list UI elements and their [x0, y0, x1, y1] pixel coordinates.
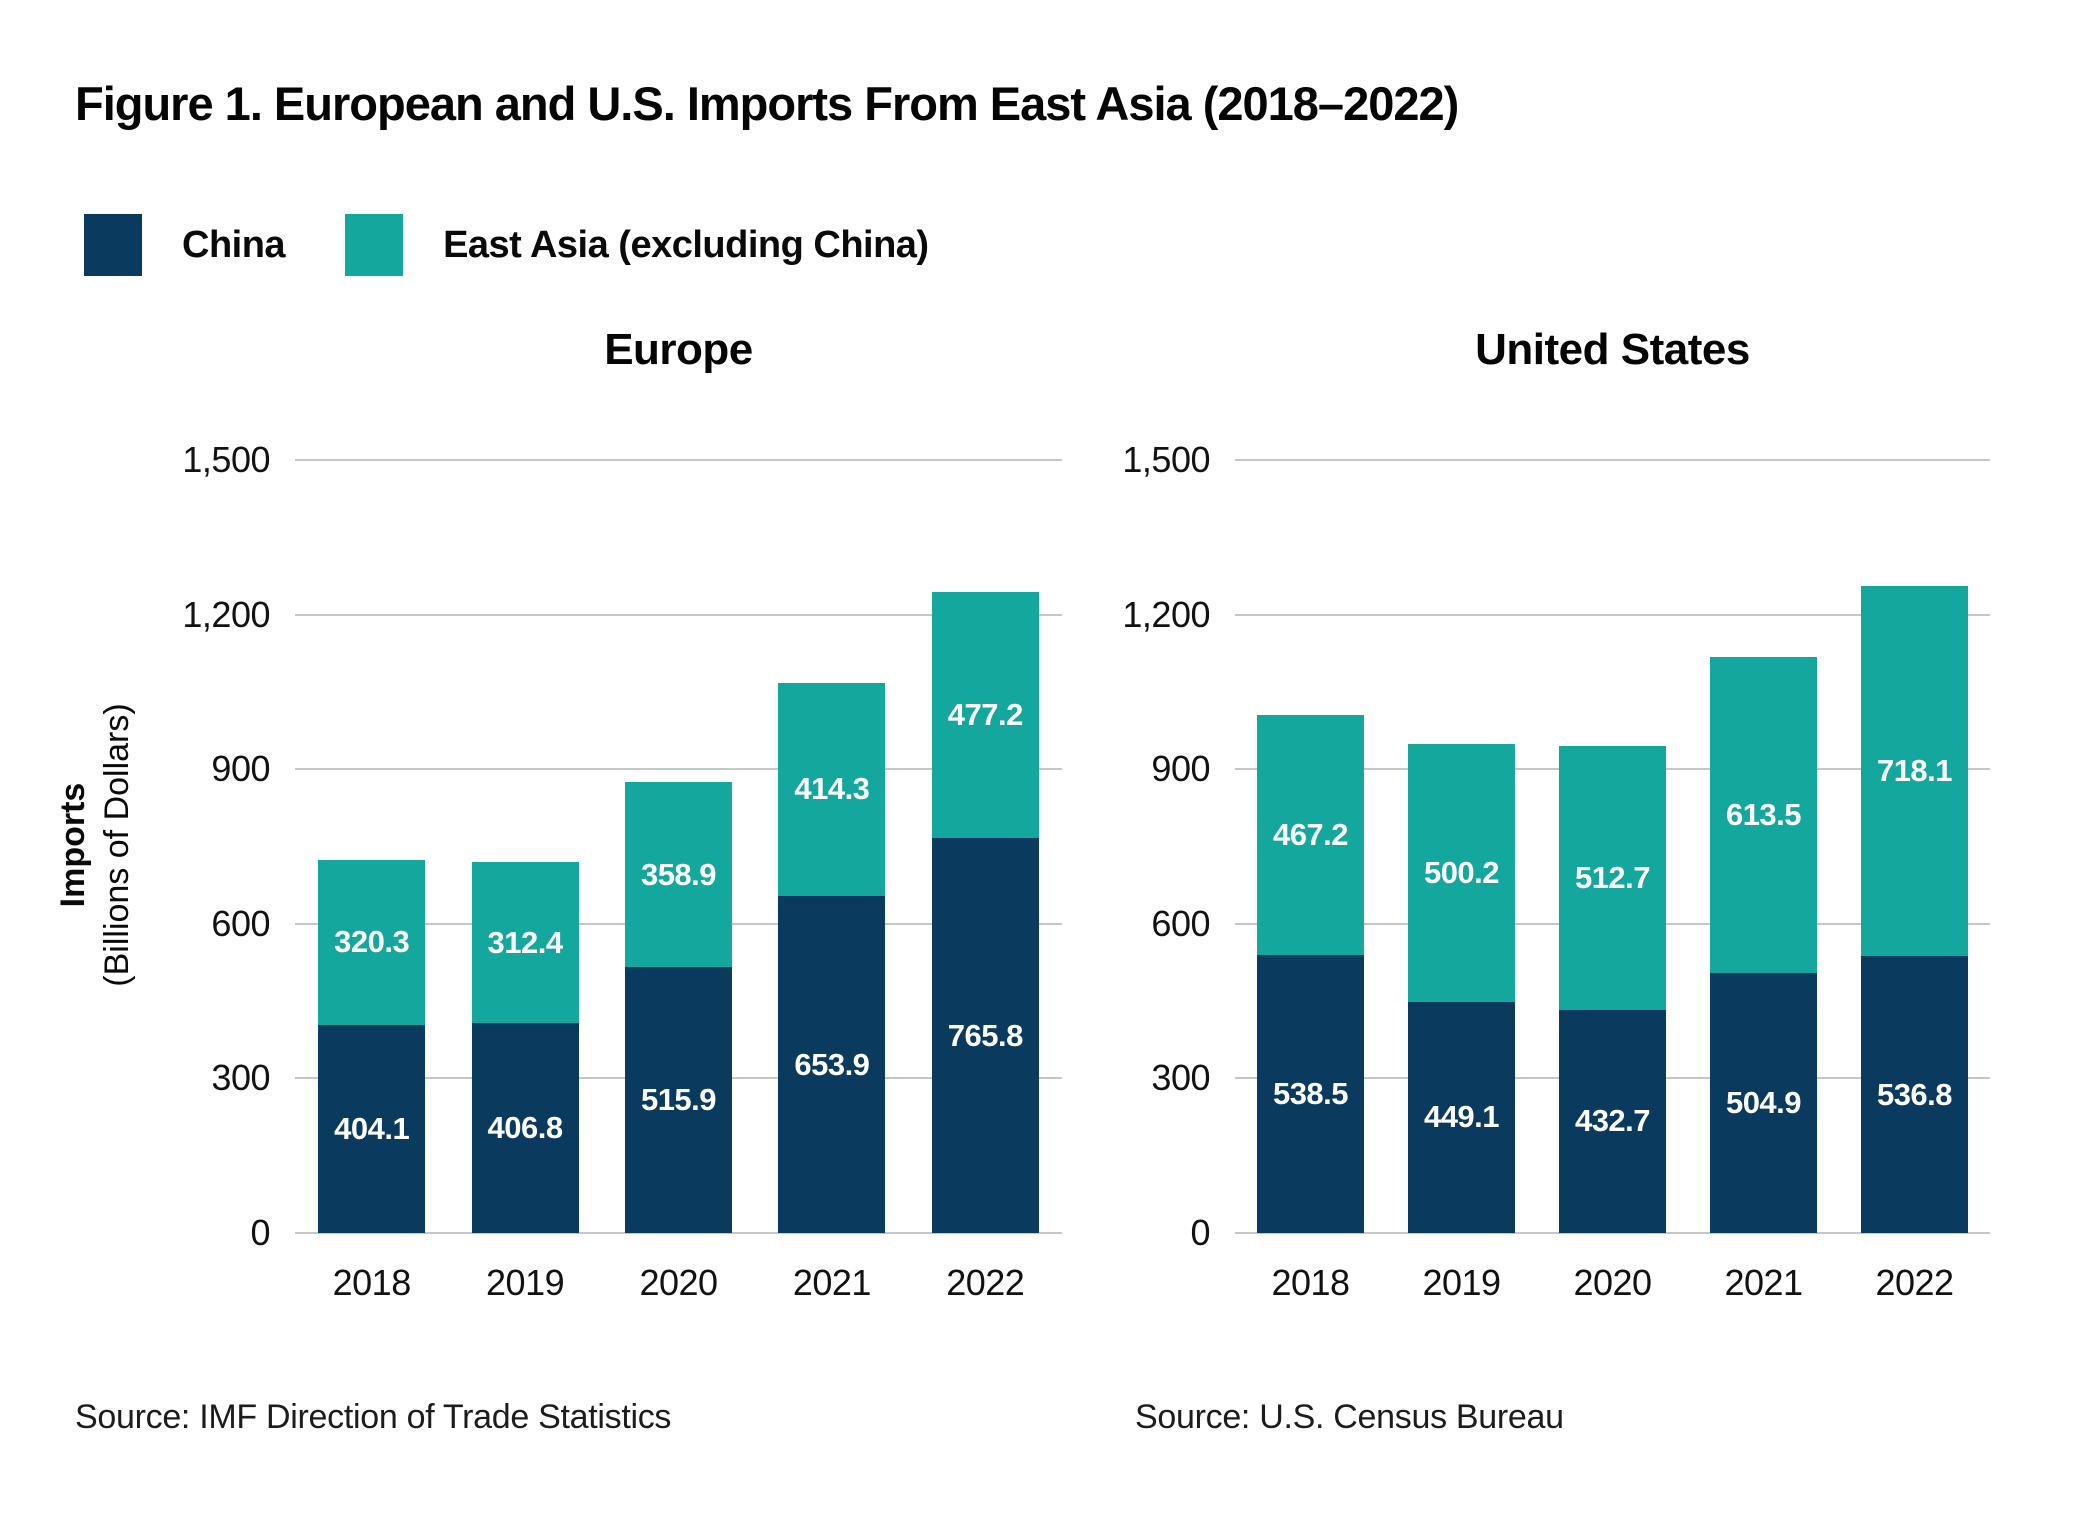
value-label-east_asia-2020: 512.7 [1574, 859, 1651, 895]
x-tick-label-2021: 2021 [792, 1262, 872, 1303]
gridline-1500 [295, 459, 1062, 461]
x-tick-label-2022: 2022 [1875, 1262, 1954, 1303]
y-tick-label-0: 0 [1190, 1212, 1210, 1253]
legend-swatch-east-asia [345, 214, 404, 276]
chart-title-europe: Europe [604, 325, 753, 374]
bar-segment-china-2020: 515.9 [625, 967, 732, 1233]
x-tick-label-2018: 2018 [332, 1262, 412, 1303]
value-label-east_asia-2022: 718.1 [1876, 753, 1953, 789]
x-tick-label-2019: 2019 [486, 1262, 565, 1303]
value-label-china-2020: 432.7 [1574, 1103, 1651, 1139]
value-label-east_asia-2022: 477.2 [947, 697, 1024, 733]
bar-segment-east_asia-2022: 718.1 [1861, 586, 1968, 957]
gridline-0 [295, 1232, 1062, 1234]
bar-segment-china-2020: 432.7 [1559, 1010, 1666, 1233]
value-label-china-2019: 449.1 [1423, 1099, 1500, 1135]
value-label-china-2018: 538.5 [1272, 1076, 1349, 1112]
bar-segment-east_asia-2021: 414.3 [778, 682, 886, 897]
plot-area-europe: 0 300 600 900 1,200 1,500 404.1 320.3 2018 406.8 3… [182, 439, 1062, 1303]
bar-segment-east_asia-2018: 320.3 [318, 859, 426, 1025]
value-label-east_asia-2019: 500.2 [1423, 854, 1500, 890]
legend-label-china: China [182, 223, 286, 266]
bar-segment-east_asia-2020: 512.7 [1559, 745, 1666, 1010]
value-label-east_asia-2021: 414.3 [794, 771, 870, 807]
value-label-china-2018: 404.1 [334, 1110, 410, 1146]
bar-segment-china-2018: 538.5 [1257, 955, 1364, 1233]
value-label-east_asia-2019: 312.4 [487, 924, 564, 960]
y-tick-label-1500: 1,500 [1122, 439, 1210, 480]
bar-segment-china-2022: 536.8 [1861, 956, 1968, 1233]
x-tick-label-2018: 2018 [1271, 1262, 1350, 1303]
x-tick-label-2021: 2021 [1724, 1262, 1803, 1303]
y-tick-label-900: 900 [211, 748, 270, 790]
value-label-east_asia-2018: 320.3 [334, 924, 410, 960]
y-tick-label-1200: 1,200 [182, 593, 270, 635]
bar-segment-east_asia-2018: 467.2 [1257, 714, 1364, 956]
y-tick-label-0: 0 [250, 1212, 270, 1253]
x-tick-label-2022: 2022 [946, 1262, 1025, 1303]
bar-segment-east_asia-2021: 613.5 [1710, 656, 1817, 973]
legend-item-china: China [84, 214, 286, 276]
bar-segment-east_asia-2022: 477.2 [931, 592, 1039, 839]
bar-segment-china-2021: 653.9 [778, 896, 886, 1233]
y-axis-label: Imports (Billions of Dollars) [51, 703, 139, 986]
bar-segment-china-2021: 504.9 [1710, 972, 1817, 1233]
chart-title-united-states: United States [1475, 325, 1750, 374]
value-label-east_asia-2018: 467.2 [1272, 817, 1349, 853]
value-label-china-2022: 536.8 [1876, 1076, 1953, 1112]
x-tick-label-2020: 2020 [1573, 1262, 1652, 1303]
legend: China East Asia (excluding China) [84, 214, 929, 276]
y-tick-label-900: 900 [1151, 748, 1210, 790]
gridline-900 [295, 768, 1062, 771]
gridline-0 [1235, 1232, 1990, 1234]
bar-segment-china-2019: 406.8 [471, 1023, 579, 1233]
gridline-1500 [1235, 459, 1990, 461]
y-axis-label-line2: (Billions of Dollars) [98, 703, 136, 987]
y-axis-label-line1: Imports [54, 782, 92, 908]
value-label-east_asia-2020: 358.9 [640, 856, 717, 892]
value-label-china-2020: 515.9 [640, 1082, 717, 1118]
gridline-1200 [1235, 613, 1990, 616]
y-tick-label-300: 300 [1151, 1057, 1210, 1099]
y-tick-label-600: 600 [211, 902, 270, 944]
gridline-1200 [295, 613, 1062, 616]
bar-segment-east_asia-2019: 500.2 [1408, 743, 1515, 1002]
bar-segment-east_asia-2020: 358.9 [625, 782, 732, 968]
plot-area-united-states: 0 300 600 900 1,200 1,500 538.5 467.2 2018 449.1 5… [1122, 439, 1990, 1303]
value-label-east_asia-2021: 613.5 [1725, 796, 1802, 832]
legend-item-east-asia: East Asia (excluding China) [345, 214, 929, 276]
bar-segment-east_asia-2019: 312.4 [471, 862, 579, 1024]
x-tick-label-2019: 2019 [1422, 1262, 1501, 1303]
bar-segment-china-2018: 404.1 [318, 1024, 426, 1233]
y-tick-label-600: 600 [1151, 902, 1210, 944]
bar-segment-china-2022: 765.8 [931, 838, 1039, 1233]
figure-title: Figure 1. European and U.S. Imports From… [75, 77, 1459, 130]
value-label-china-2021: 504.9 [1725, 1084, 1802, 1120]
legend-swatch-china [84, 214, 142, 276]
x-tick-label-2020: 2020 [639, 1262, 718, 1303]
value-label-china-2022: 765.8 [947, 1017, 1024, 1053]
source-europe: Source: IMF Direction of Trade Statistic… [75, 1398, 672, 1436]
value-label-china-2019: 406.8 [487, 1110, 564, 1146]
legend-label-east-asia: East Asia (excluding China) [443, 223, 929, 266]
y-tick-label-1200: 1,200 [1122, 593, 1210, 635]
value-label-china-2021: 653.9 [794, 1046, 870, 1082]
source-united-states: Source: U.S. Census Bureau [1135, 1398, 1564, 1436]
bar-segment-china-2019: 449.1 [1408, 1001, 1515, 1233]
y-tick-label-300: 300 [211, 1057, 270, 1099]
y-tick-label-1500: 1,500 [182, 439, 270, 480]
